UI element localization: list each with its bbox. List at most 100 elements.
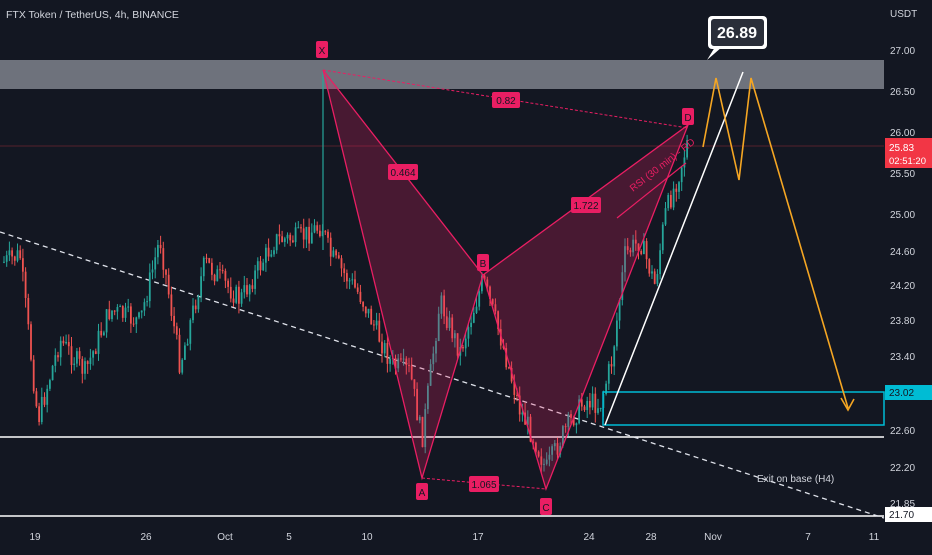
candle-body (329, 237, 332, 257)
candle-body (670, 194, 672, 208)
candle-body (313, 225, 316, 233)
candle-body (211, 262, 213, 275)
candle-body (289, 234, 292, 241)
candle-body (427, 385, 429, 410)
candle-body (559, 445, 562, 455)
candle-body (116, 307, 119, 312)
candle-body (40, 396, 43, 423)
candle-body (327, 231, 329, 238)
candle-body (300, 227, 302, 229)
candle-body (567, 414, 570, 427)
candle-body (589, 400, 591, 408)
candle-body (389, 358, 391, 364)
candle-body (535, 442, 537, 452)
candle-body (659, 250, 661, 275)
candle-body (551, 446, 553, 455)
candle-body (456, 333, 459, 356)
point-label-b: B (477, 254, 489, 271)
candle-body (516, 394, 518, 396)
candle-body (400, 358, 402, 360)
candle-body (362, 302, 364, 307)
candle-body (505, 348, 508, 368)
candle-body (543, 463, 545, 465)
price-tick-label: 24.60 (890, 247, 915, 258)
candle-body (432, 353, 435, 365)
candle-body (248, 285, 251, 295)
candle-body (629, 250, 632, 253)
candle-body (194, 305, 197, 310)
svg-text:X: X (319, 46, 326, 57)
price-tick-label: 24.20 (890, 281, 915, 292)
candle-body (148, 272, 151, 302)
candle-body (283, 238, 286, 242)
candle-body (310, 232, 313, 244)
candle-body (632, 239, 634, 253)
svg-text:23.02: 23.02 (889, 388, 914, 399)
exit-annotation: Exit on base (H4) (757, 474, 834, 485)
candle-body (30, 324, 32, 360)
candle-body (643, 241, 645, 255)
candle-body (35, 391, 38, 407)
candle-body (675, 188, 678, 192)
svg-text:0.82: 0.82 (496, 96, 516, 107)
candle-body (634, 239, 637, 244)
candle-body (578, 399, 580, 424)
candle-body (43, 396, 46, 405)
candle-body (100, 330, 103, 336)
candle-body (359, 291, 362, 303)
point-label-a: A (416, 483, 428, 500)
candle-body (165, 269, 167, 275)
candle-body (130, 306, 132, 324)
candle-body (413, 379, 416, 389)
candle-body (294, 227, 297, 243)
candle-body (205, 257, 208, 259)
candle-body (65, 342, 67, 344)
time-tick-label: Oct (217, 532, 233, 543)
candle-body (67, 342, 70, 347)
candle-body (5, 255, 8, 262)
candle-body (267, 247, 270, 257)
ratio-label-xa: 0.464 (388, 164, 418, 180)
candle-body (626, 246, 629, 251)
candle-body (208, 258, 211, 263)
time-axis[interactable]: 19 26 Oct 5 10 17 24 28 Nov 7 11 (29, 532, 879, 543)
candle-body (281, 236, 283, 242)
candle-body (154, 257, 157, 270)
candle-body (186, 343, 189, 346)
candle-body (610, 364, 613, 367)
candle-body (478, 291, 481, 307)
candle-body (343, 268, 346, 274)
svg-text:A: A (419, 488, 426, 499)
last-price-badge: 25.83 02:51:20 (885, 138, 932, 168)
candle-body (97, 330, 100, 354)
price-tick-label: 23.80 (890, 316, 915, 327)
price-tick-label: 22.60 (890, 426, 915, 437)
candle-body (337, 255, 340, 259)
candle-body (3, 261, 5, 263)
candle-body (445, 316, 448, 328)
candle-body (497, 311, 499, 330)
candle-body (238, 286, 240, 304)
candle-body (108, 309, 111, 320)
svg-text:25.83: 25.83 (889, 143, 914, 154)
candle-body (532, 441, 535, 443)
candle-body (375, 320, 378, 326)
price-tick-label: 27.00 (890, 46, 915, 57)
ratio-label-xd: 0.82 (492, 92, 520, 108)
candle-body (251, 285, 254, 289)
candle-body (408, 365, 410, 367)
candle-body (475, 306, 478, 313)
candle-body (78, 351, 81, 359)
candle-body (354, 279, 356, 288)
candle-body (435, 340, 437, 354)
candle-body (351, 279, 354, 281)
candle-body (278, 234, 281, 237)
candle-body (157, 244, 159, 258)
candle-body (556, 443, 559, 455)
candle-body (11, 250, 13, 257)
svg-text:C: C (542, 503, 549, 514)
candle-body (605, 383, 607, 395)
price-axis[interactable]: 27.00 26.50 26.00 25.50 25.00 24.60 24.20 23.80… (890, 46, 915, 510)
